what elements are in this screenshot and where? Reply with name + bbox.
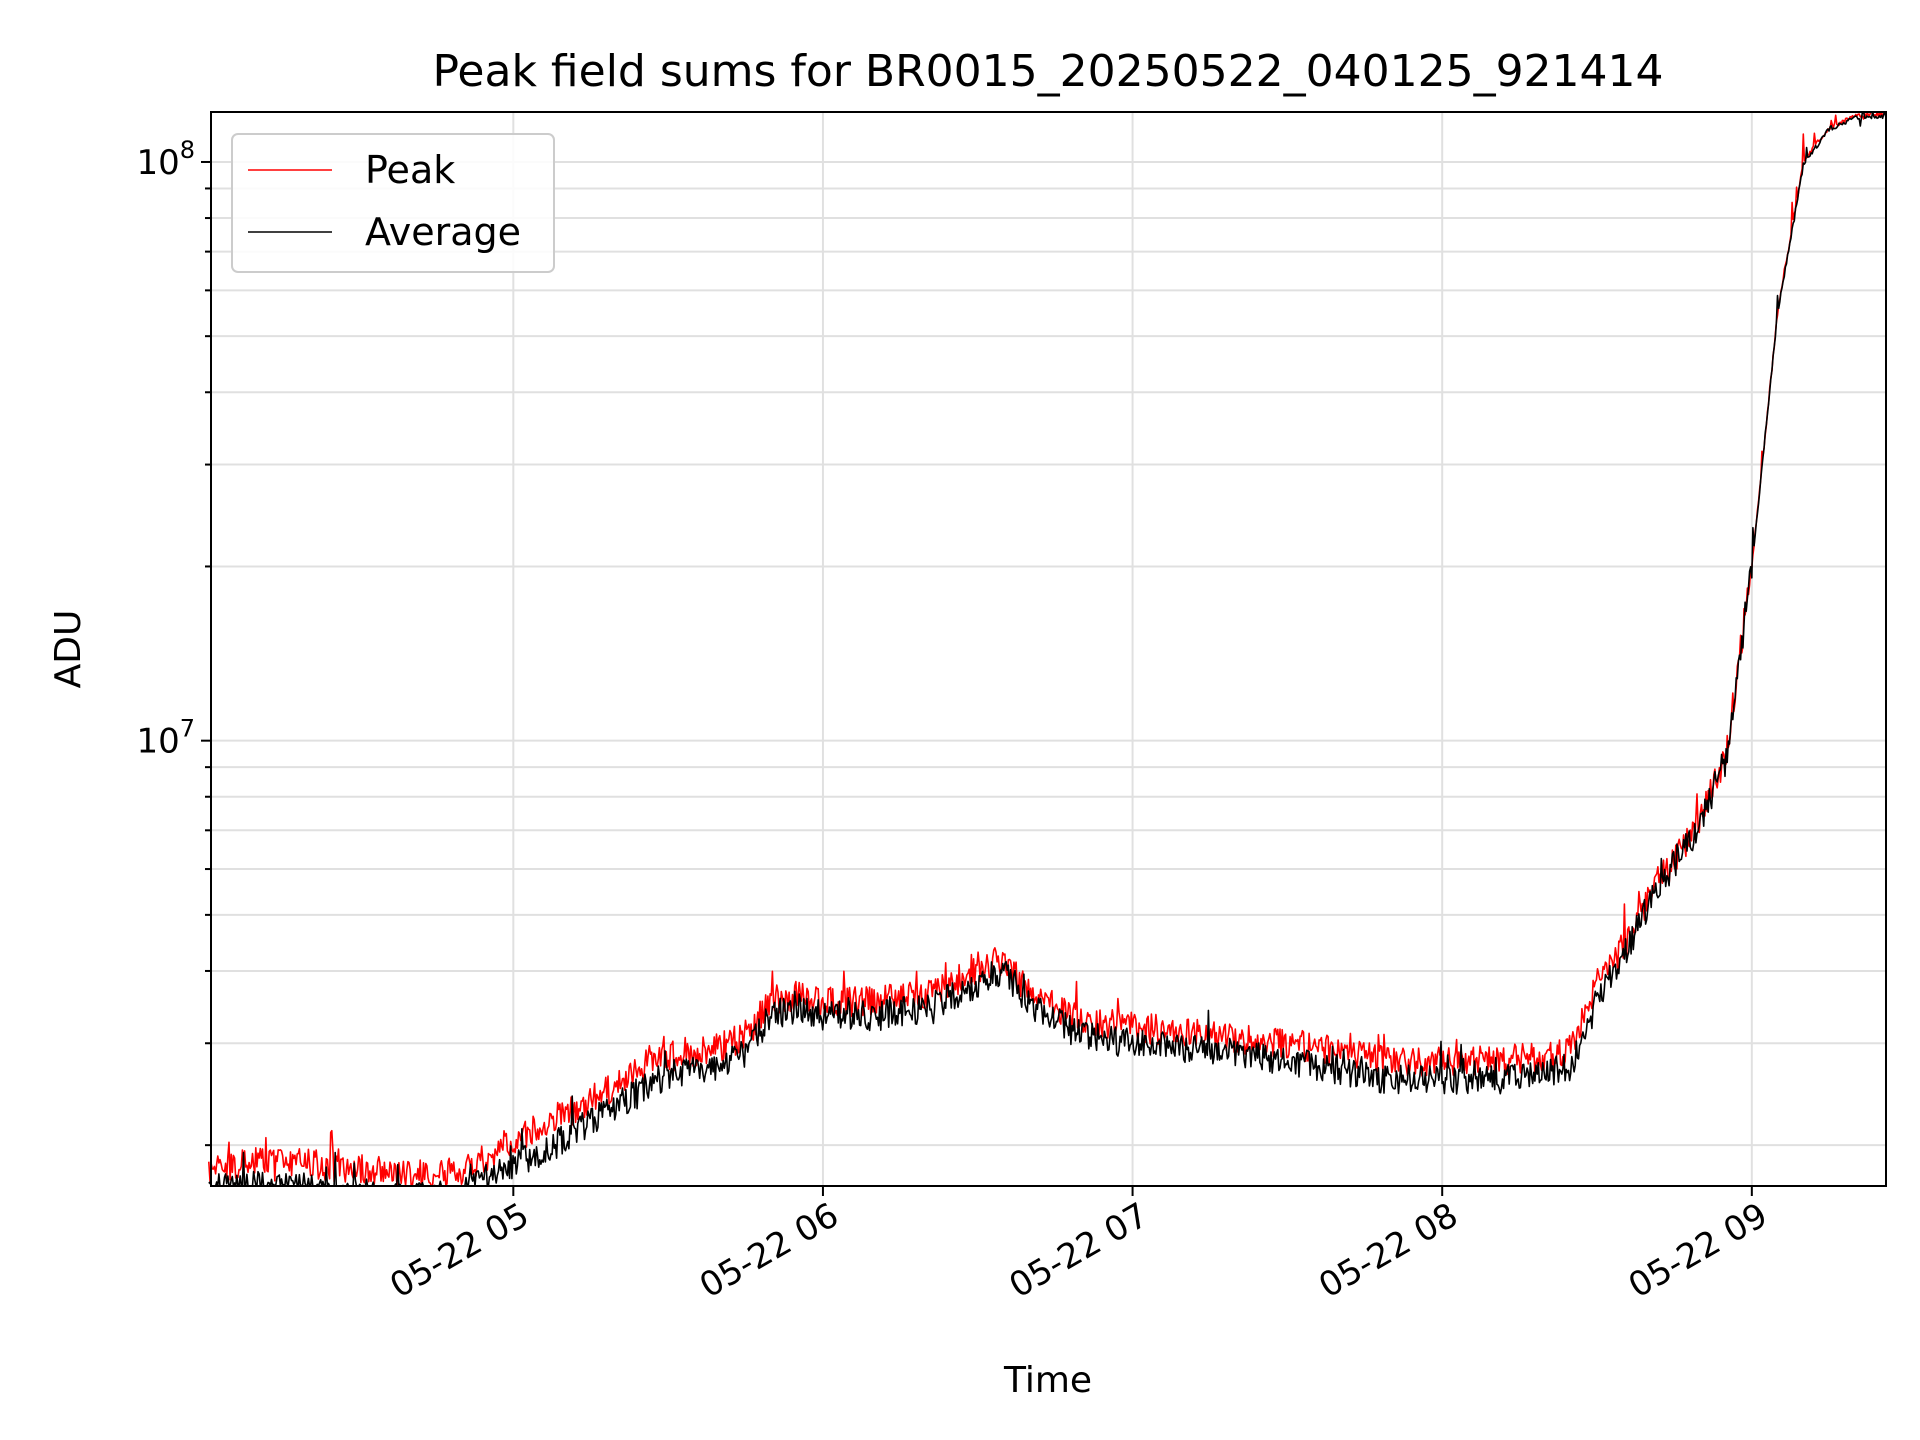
legend-label-average: Average — [365, 210, 521, 254]
series-line-peak — [208, 111, 1886, 1187]
y-tick-label: 107 — [136, 715, 195, 762]
plot-frame — [210, 111, 1887, 1187]
y-tick-label: 108 — [136, 136, 195, 183]
legend-label-peak: Peak — [365, 148, 455, 192]
chart-title: Peak field sums for BR0015_20250522_0401… — [432, 46, 1663, 97]
x-axis-label: Time — [1003, 1360, 1092, 1401]
legend-box — [231, 133, 555, 273]
legend: Peak Average — [231, 133, 555, 273]
y-axis-label: ADU — [48, 610, 89, 689]
